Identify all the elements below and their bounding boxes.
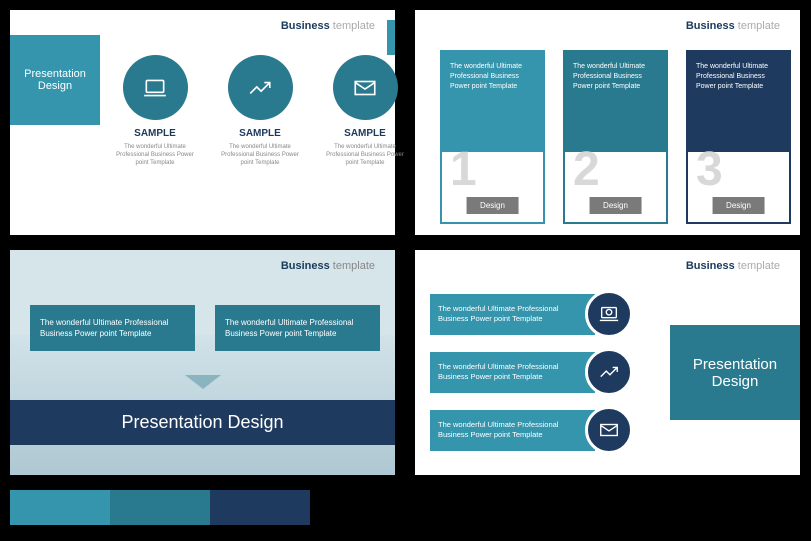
card-text: The wonderful Ultimate Professional Busi… xyxy=(442,52,543,152)
card-bottom: 1 Design xyxy=(442,152,543,222)
card-number: 1 xyxy=(450,142,477,197)
sample-desc: The wonderful Ultimate Professional Busi… xyxy=(325,144,405,167)
brand-label: Business template xyxy=(281,260,375,272)
laptop-icon xyxy=(123,55,188,120)
color-palette xyxy=(10,490,310,525)
slide-3: Business template The wonderful Ultimate… xyxy=(10,250,395,475)
card-number: 2 xyxy=(573,142,600,197)
sample-label: SAMPLE xyxy=(115,128,195,139)
design-button[interactable]: Design xyxy=(712,197,765,214)
card-bottom: 2 Design xyxy=(565,152,666,222)
sample-label: SAMPLE xyxy=(220,128,300,139)
swatch-2 xyxy=(110,490,210,525)
sample-desc: The wonderful Ultimate Professional Busi… xyxy=(115,144,195,167)
row-1: The wonderful Ultimate Professional Busi… xyxy=(430,290,633,338)
sample-label: SAMPLE xyxy=(325,128,405,139)
accent-bar xyxy=(387,20,395,55)
mail-icon xyxy=(585,406,633,454)
brand-label: Business template xyxy=(281,20,375,32)
card-number: 3 xyxy=(696,142,723,197)
title-box: Presentation Design xyxy=(670,325,800,420)
swatch-3 xyxy=(210,490,310,525)
card-bottom: 3 Design xyxy=(688,152,789,222)
brand-label: Business template xyxy=(686,260,780,272)
circle-item-2: SAMPLE The wonderful Ultimate Profession… xyxy=(220,55,300,167)
design-button[interactable]: Design xyxy=(589,197,642,214)
row-3: The wonderful Ultimate Professional Busi… xyxy=(430,406,633,454)
title-box: Presentation Design xyxy=(10,35,100,125)
card-text: The wonderful Ultimate Professional Busi… xyxy=(688,52,789,152)
slide-2: Business template The wonderful Ultimate… xyxy=(415,10,800,235)
row-text: The wonderful Ultimate Professional Busi… xyxy=(430,352,595,393)
circle-item-1: SAMPLE The wonderful Ultimate Profession… xyxy=(115,55,195,167)
circle-item-3: SAMPLE The wonderful Ultimate Profession… xyxy=(325,55,405,167)
sample-desc: The wonderful Ultimate Professional Busi… xyxy=(220,144,300,167)
brand-label: Business template xyxy=(686,20,780,32)
design-button[interactable]: Design xyxy=(466,197,519,214)
arrow-down-icon xyxy=(185,375,221,389)
row-text: The wonderful Ultimate Professional Busi… xyxy=(430,294,595,335)
mail-icon xyxy=(333,55,398,120)
row-text: The wonderful Ultimate Professional Busi… xyxy=(430,410,595,451)
card-2: The wonderful Ultimate Professional Busi… xyxy=(563,50,668,224)
slide-1: Business template Presentation Design SA… xyxy=(10,10,395,235)
slide-4: Business template The wonderful Ultimate… xyxy=(415,250,800,475)
chart-icon xyxy=(585,348,633,396)
chart-icon xyxy=(228,55,293,120)
card-text: The wonderful Ultimate Professional Busi… xyxy=(565,52,666,152)
text-boxes: The wonderful Ultimate Professional Busi… xyxy=(30,305,380,351)
circles-row: SAMPLE The wonderful Ultimate Profession… xyxy=(115,55,405,167)
card-3: The wonderful Ultimate Professional Busi… xyxy=(686,50,791,224)
text-box-1: The wonderful Ultimate Professional Busi… xyxy=(30,305,195,351)
cards-row: The wonderful Ultimate Professional Busi… xyxy=(440,50,791,224)
rows-column: The wonderful Ultimate Professional Busi… xyxy=(430,290,633,464)
globe-icon xyxy=(585,290,633,338)
swatch-1 xyxy=(10,490,110,525)
text-box-2: The wonderful Ultimate Professional Busi… xyxy=(215,305,380,351)
card-1: The wonderful Ultimate Professional Busi… xyxy=(440,50,545,224)
row-2: The wonderful Ultimate Professional Busi… xyxy=(430,348,633,396)
title-banner: Presentation Design xyxy=(10,400,395,445)
